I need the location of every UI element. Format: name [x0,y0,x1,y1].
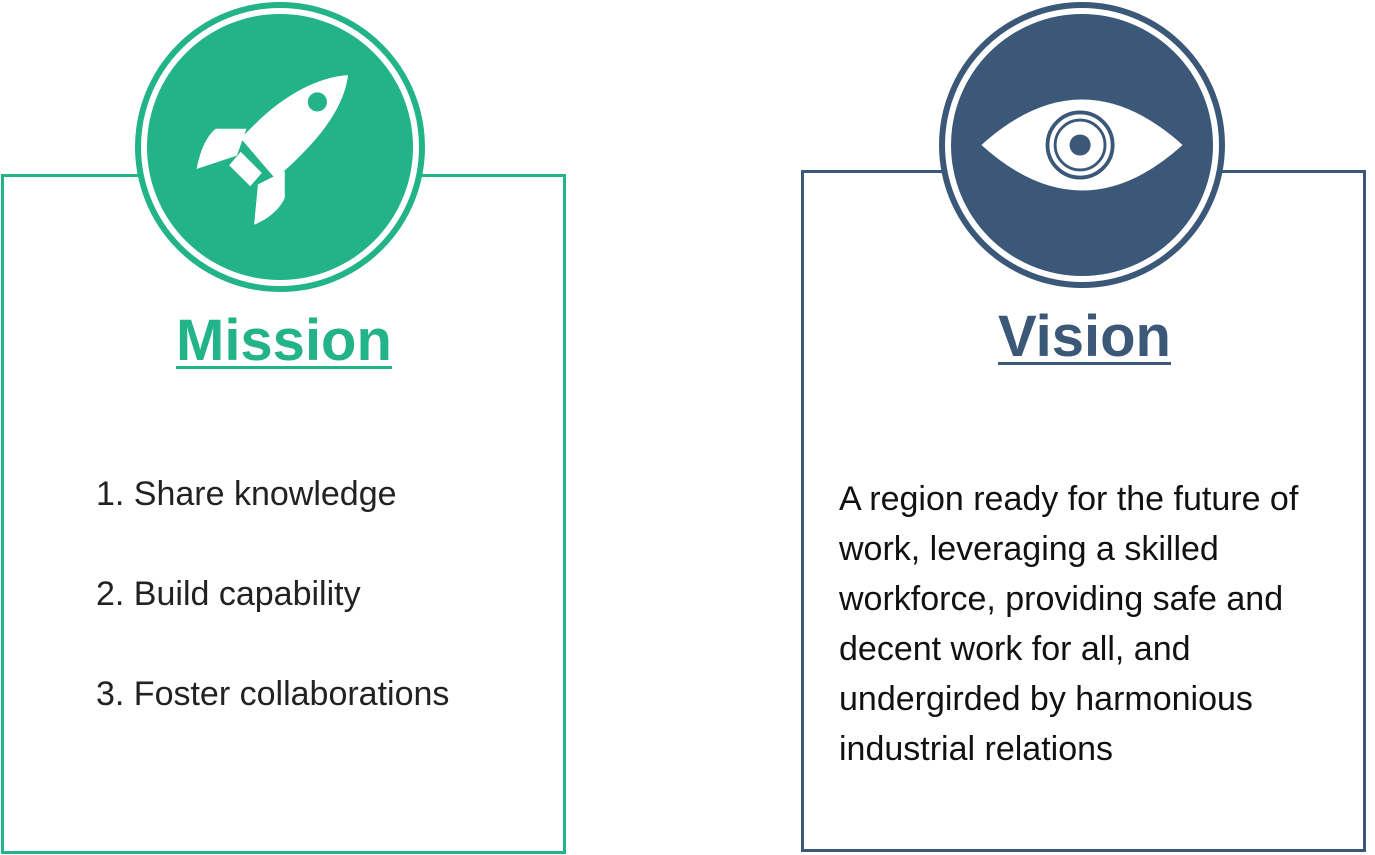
list-item: 3. Foster collaborations [96,675,450,713]
list-item: 2. Build capability [96,575,361,613]
mission-emblem [135,2,425,292]
eye-icon [981,99,1183,191]
vision-statement: A region ready for the future of work, l… [839,480,1299,768]
vision-title: Vision [998,304,1171,369]
vision-emblem [939,2,1225,288]
rocket-icon [196,75,349,225]
mission-list: 1. Share knowledge 2. Build capability 3… [96,474,449,774]
list-item: 1. Share knowledge [96,475,397,513]
mission-title: Mission [176,308,392,373]
